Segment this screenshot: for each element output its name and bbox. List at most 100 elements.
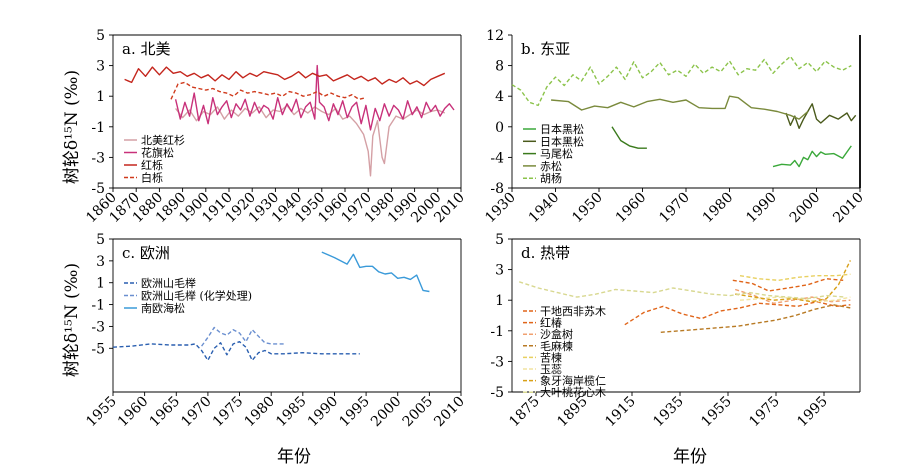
legend-label: 红椿 xyxy=(540,317,562,330)
legend-label: 北美红杉 xyxy=(141,133,185,147)
series-line-0 xyxy=(732,278,844,292)
x-tick-label: 1995 xyxy=(794,394,831,431)
x-tick-label: 1980 xyxy=(241,394,278,431)
x-axis-label-right: 年份 xyxy=(673,447,707,466)
legend-label: 毛麻楝 xyxy=(540,339,573,353)
y-tick-label: -5 xyxy=(91,181,105,197)
x-tick-label: 1955 xyxy=(698,394,735,431)
series-line-7 xyxy=(518,281,846,300)
y-tick-label: 1 xyxy=(495,293,504,309)
legend-label: 赤松 xyxy=(540,159,562,173)
series-line-3 xyxy=(660,304,851,333)
series-line-1 xyxy=(624,301,851,326)
y-tick-label: -3 xyxy=(490,354,504,370)
x-tick-label: 1915 xyxy=(602,394,639,431)
x-tick-label: 1975 xyxy=(746,394,783,431)
y-tick-label: 5 xyxy=(96,28,105,44)
legend-label: 象牙海岸榄仁 xyxy=(540,374,606,388)
x-tick-label: 1975 xyxy=(210,394,247,431)
legend-label: 日本黑松 xyxy=(540,122,584,136)
series-line-0 xyxy=(772,145,852,168)
legend-label: 南欧海松 xyxy=(141,301,185,315)
x-tick-label: 1875 xyxy=(506,394,543,431)
x-tick-label: 1965 xyxy=(147,394,184,431)
chart-panel-2: -5-3-11351955196019651970197519801985199… xyxy=(83,232,468,430)
legend-label: 马尾松 xyxy=(540,147,573,161)
x-tick-label: 2000 xyxy=(368,394,405,431)
y-tick-label: 0 xyxy=(495,120,504,136)
y-tick-label: -1 xyxy=(490,324,504,340)
y-tick-label: 3 xyxy=(96,59,105,75)
x-tick-label: 1950 xyxy=(569,190,606,227)
series-line-2 xyxy=(321,251,430,293)
series-line-3 xyxy=(551,95,809,120)
series-line-4 xyxy=(511,55,852,107)
legend-label: 玉蕊 xyxy=(540,363,562,376)
y-tick-label: 8 xyxy=(495,59,504,75)
y-tick-label: -3 xyxy=(91,150,105,166)
x-tick-label: 2005 xyxy=(400,394,437,431)
series-line-1 xyxy=(785,103,857,130)
panel-title: a. 北美 xyxy=(122,40,170,58)
y-axis-label-bottom: 树轮δ¹⁵N (‰) xyxy=(62,263,82,377)
legend-label: 大叶桃花心木 xyxy=(540,385,606,399)
y-tick-label: 1 xyxy=(96,89,105,105)
legend-label: 红栎 xyxy=(141,159,163,172)
x-axis-label-left: 年份 xyxy=(277,447,311,466)
y-tick-label: 3 xyxy=(495,263,504,279)
y-tick-label: -5 xyxy=(91,341,105,357)
x-tick-label: 1985 xyxy=(273,394,310,431)
y-tick-label: -5 xyxy=(490,385,504,401)
series-line-0 xyxy=(112,341,360,361)
y-tick-label: 5 xyxy=(96,232,105,248)
y-tick-label: -4 xyxy=(490,150,504,166)
y-tick-label: 1 xyxy=(96,276,105,292)
y-tick-label: 5 xyxy=(495,232,504,248)
x-tick-label: 1995 xyxy=(336,394,373,431)
legend-label: 白栎 xyxy=(141,171,163,185)
y-tick-label: -1 xyxy=(91,298,105,314)
y-tick-label: -8 xyxy=(490,181,504,197)
chart-panel-0: -5-3-11351860187018801890190019101920193… xyxy=(83,28,468,226)
legend-label: 胡杨 xyxy=(540,171,562,185)
y-tick-label: 4 xyxy=(495,89,504,105)
legend-label: 干地西非苏木 xyxy=(540,305,606,318)
x-tick-label: 1970 xyxy=(178,394,215,431)
x-tick-label: 1960 xyxy=(613,190,650,227)
x-tick-label: 1980 xyxy=(700,190,737,227)
legend-label: 欧洲山毛榉 (化学处理) xyxy=(141,289,252,303)
x-tick-label: 2010 xyxy=(830,190,867,227)
panel-title: d. 热带 xyxy=(521,244,570,262)
legend-label: 苦楝 xyxy=(540,350,562,364)
x-tick-label: 2000 xyxy=(787,190,824,227)
panel-title: c. 欧洲 xyxy=(122,244,170,262)
legend-label: 沙盒树 xyxy=(540,327,573,341)
series-line-1 xyxy=(201,326,284,347)
x-tick-label: 1960 xyxy=(115,394,152,431)
series-line-6 xyxy=(735,260,852,303)
x-tick-label: 1990 xyxy=(305,394,342,431)
x-tick-label: 1990 xyxy=(743,190,780,227)
y-axis-label-top: 树轮δ¹⁵N (‰) xyxy=(62,70,82,184)
series-line-1 xyxy=(174,64,455,131)
x-tick-label: 1935 xyxy=(650,394,687,431)
legend-label: 花旗松 xyxy=(141,146,174,160)
series-line-2 xyxy=(124,66,446,87)
series-line-0 xyxy=(175,104,446,177)
y-tick-label: 12 xyxy=(486,28,504,44)
legend-label: 日本黑松 xyxy=(540,134,584,148)
x-tick-label: 1955 xyxy=(83,394,120,431)
y-tick-label: -3 xyxy=(91,319,105,335)
panel-title: b. 东亚 xyxy=(521,40,570,58)
y-tick-label: -1 xyxy=(91,120,105,136)
y-tick-label: 3 xyxy=(96,254,105,270)
series-line-2 xyxy=(611,126,647,149)
series-line-2 xyxy=(734,288,851,304)
legend-label: 欧洲山毛榉 xyxy=(141,276,196,290)
x-tick-label: 1970 xyxy=(656,190,693,227)
x-tick-label: 2010 xyxy=(431,394,468,431)
x-tick-label: 1940 xyxy=(526,190,563,227)
